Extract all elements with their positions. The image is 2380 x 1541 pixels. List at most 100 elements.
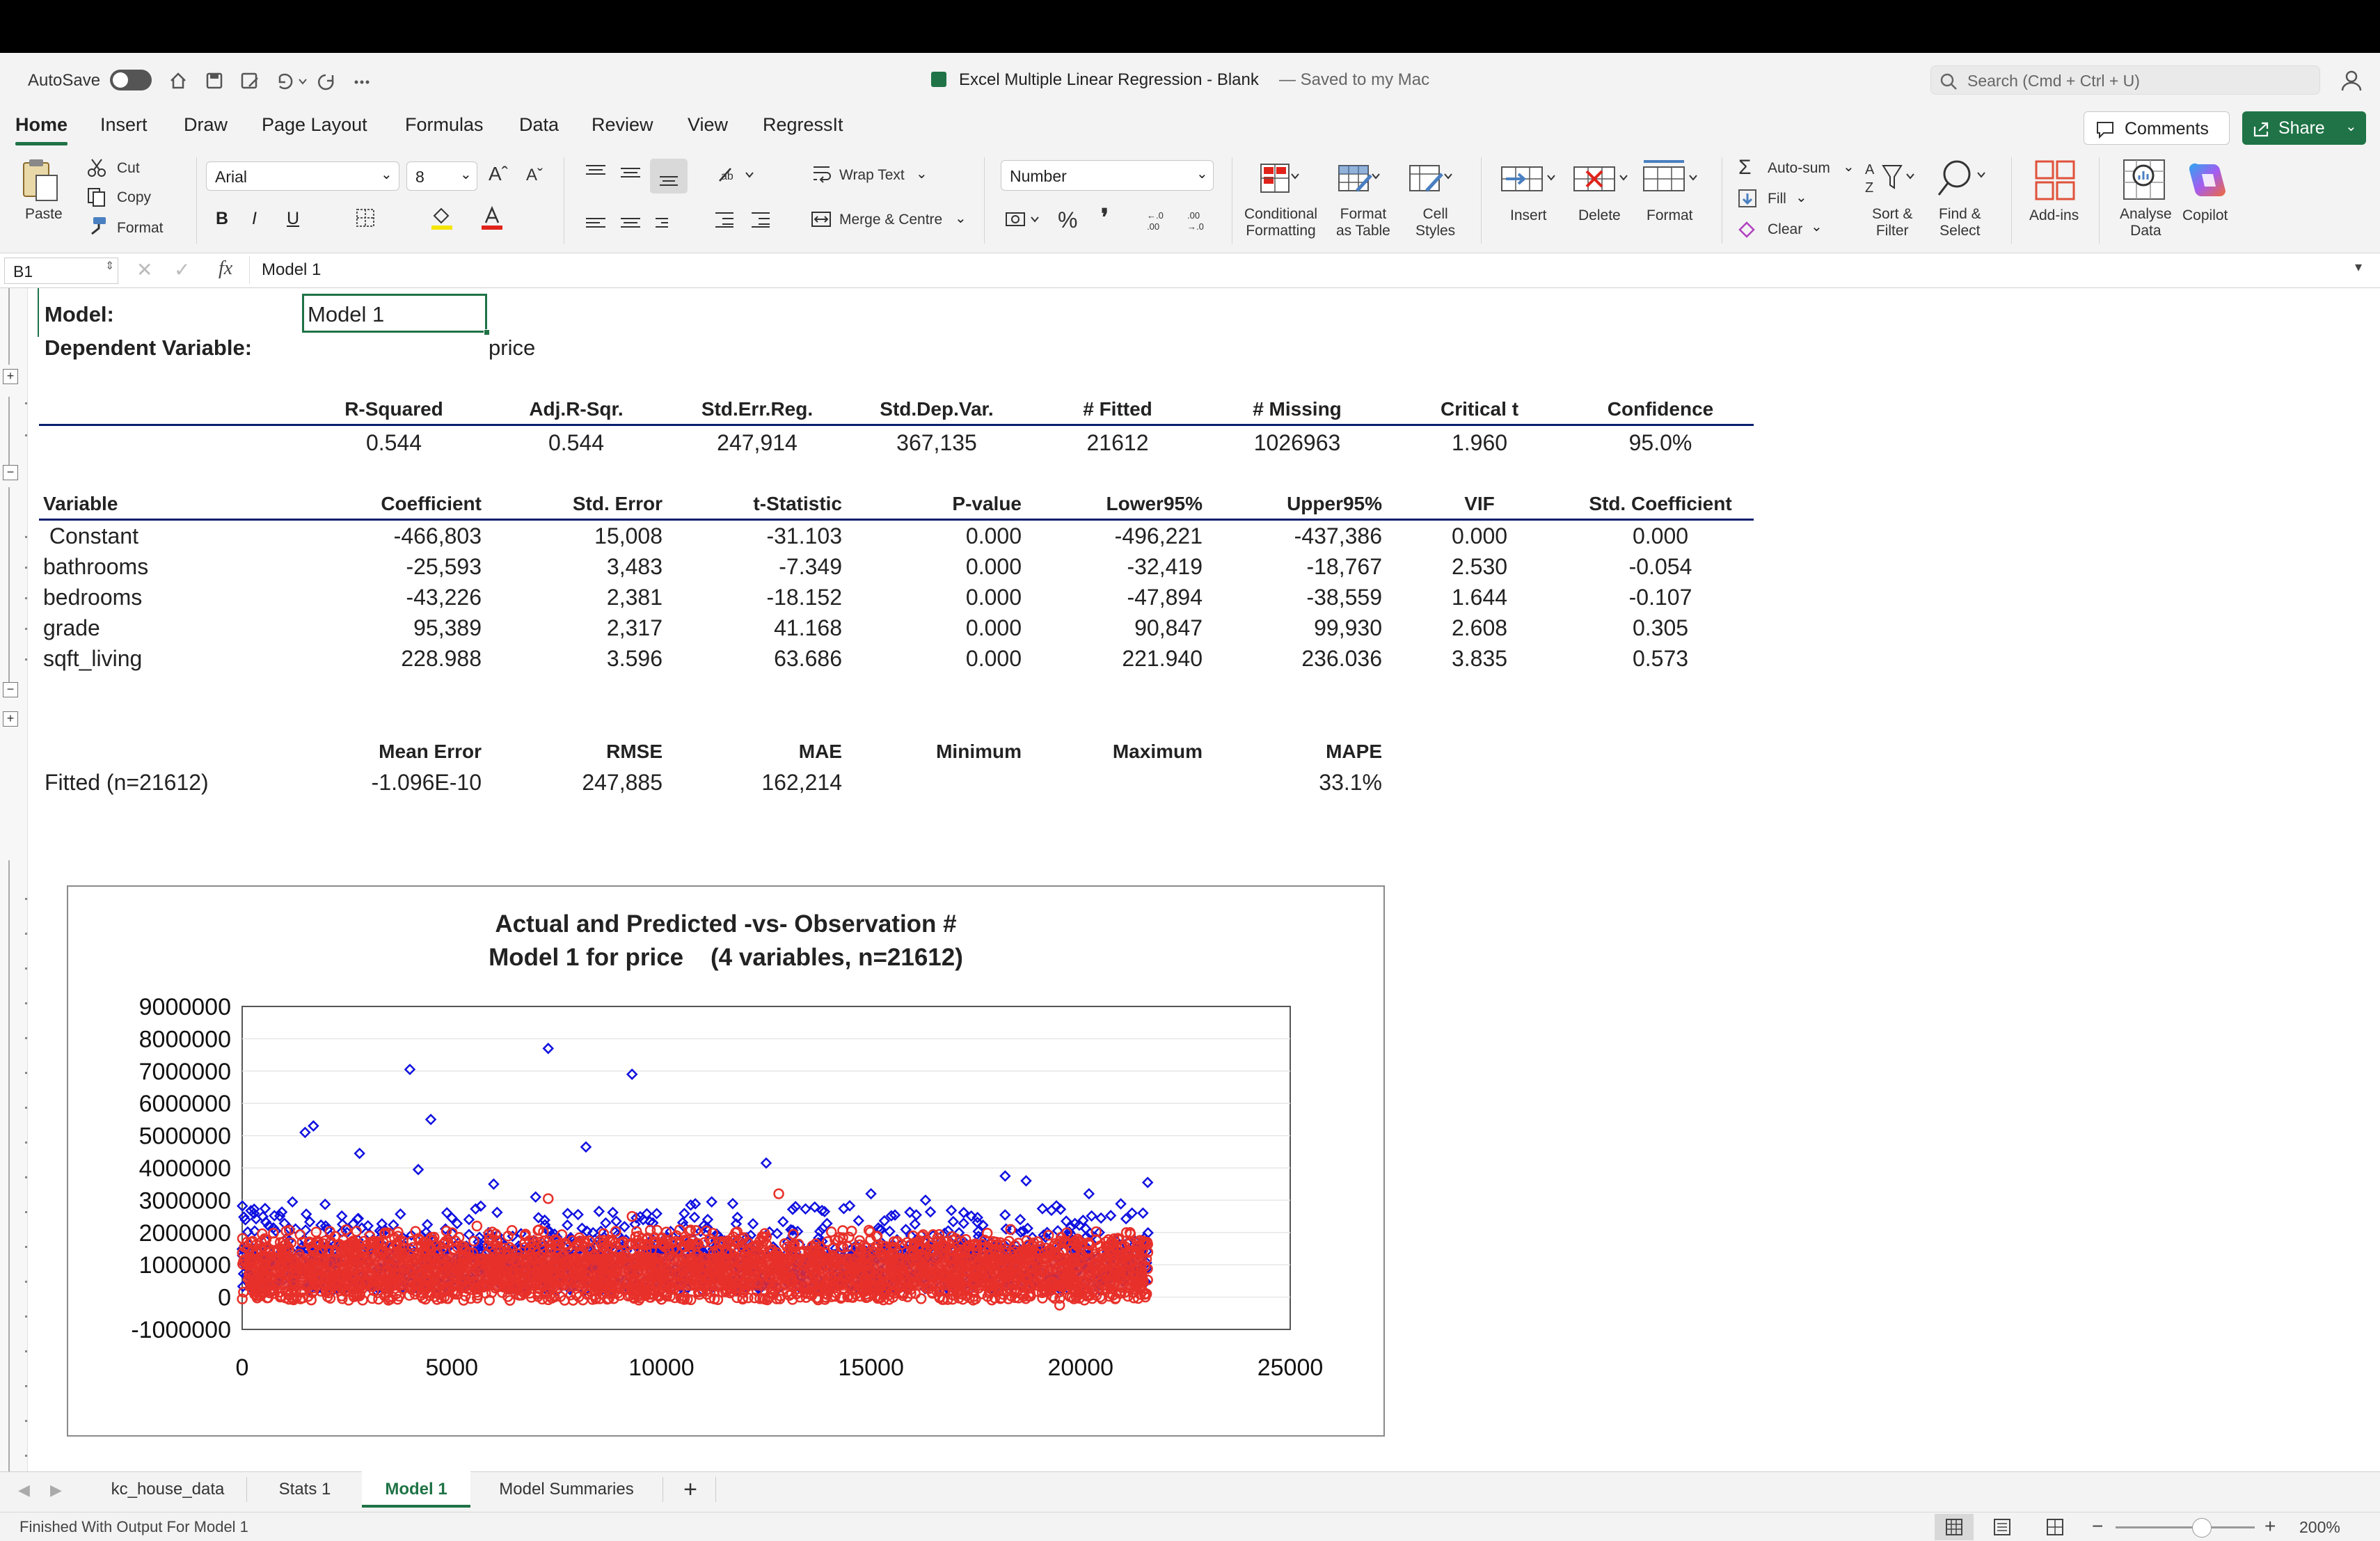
coef-value[interactable]: -466,803	[393, 523, 482, 548]
coef-value[interactable]: -32,419	[1127, 554, 1203, 579]
coef-value[interactable]: 0.000	[965, 523, 1022, 548]
font-color-icon[interactable]	[480, 206, 504, 231]
coef-header[interactable]: Variable	[43, 493, 118, 514]
tab-scroll-left-icon[interactable]: ◀	[18, 1481, 30, 1499]
sheet-tab-kc-house-data[interactable]: kc_house_data	[111, 1480, 225, 1499]
coef-value[interactable]: 2,317	[606, 615, 663, 640]
coef-value[interactable]: 99,930	[1314, 615, 1382, 640]
coef-header[interactable]: t-Statistic	[753, 493, 842, 514]
page-layout-view-icon[interactable]	[1992, 1518, 2013, 1536]
error-value[interactable]: 33.1%	[1319, 770, 1382, 795]
coef-value[interactable]: 0.305	[1632, 615, 1689, 640]
tab-view[interactable]: View	[688, 114, 729, 135]
tab-formulas[interactable]: Formulas	[405, 114, 484, 135]
coef-value[interactable]: 2,381	[606, 585, 663, 610]
fill-button[interactable]: Fill	[1768, 191, 1786, 207]
summary-value[interactable]: 0.544	[365, 430, 422, 455]
format-painter-button[interactable]: Format	[117, 220, 164, 236]
coef-value[interactable]: -18.152	[766, 585, 842, 610]
zoom-level[interactable]: 200%	[2299, 1518, 2340, 1536]
comments-button[interactable]: Comments	[2084, 111, 2230, 145]
outline-expand-button[interactable]: +	[3, 711, 18, 727]
coef-header[interactable]: P-value	[952, 493, 1022, 514]
account-icon[interactable]	[2340, 68, 2363, 92]
addins-label[interactable]: Add-ins	[2029, 207, 2079, 223]
coef-value[interactable]: -0.107	[1628, 585, 1692, 610]
tab-regressit[interactable]: RegressIt	[763, 114, 843, 135]
coef-header[interactable]: Std. Coefficient	[1589, 493, 1732, 514]
formula-content[interactable]: Model 1	[262, 260, 322, 279]
font-name-select[interactable]: Arial ⌄	[206, 161, 399, 191]
coef-value[interactable]: -496,221	[1114, 523, 1203, 548]
coef-value[interactable]: 0.000	[965, 585, 1022, 610]
coef-header[interactable]: Lower95%	[1106, 493, 1203, 514]
coef-header[interactable]: Coefficient	[381, 493, 482, 514]
coef-value[interactable]: -437,386	[1294, 523, 1382, 548]
coef-value[interactable]: -38,559	[1306, 585, 1382, 610]
dependent-variable-value[interactable]: price	[489, 335, 536, 360]
coef-value[interactable]: 1.644	[1451, 585, 1508, 610]
analyse-data-label[interactable]: Analyse Data	[2120, 206, 2172, 239]
coef-variable[interactable]: grade	[43, 615, 100, 640]
delete-cells-icon[interactable]	[1571, 161, 1634, 200]
autosum-button[interactable]: Auto-sum	[1768, 160, 1830, 176]
coef-value[interactable]: 221.940	[1122, 646, 1203, 671]
comma-style-icon[interactable]: ❜	[1101, 205, 1109, 231]
tab-review[interactable]: Review	[592, 114, 653, 135]
add-sheet-button[interactable]: +	[683, 1476, 697, 1503]
copilot-icon[interactable]	[2185, 160, 2230, 200]
coef-value[interactable]: -0.054	[1628, 554, 1692, 579]
coef-value[interactable]: 0.000	[1451, 523, 1508, 548]
tab-data[interactable]: Data	[519, 114, 560, 135]
outline-expand-button[interactable]: +	[3, 369, 18, 384]
error-value[interactable]: 247,885	[582, 770, 663, 795]
summary-header[interactable]: Adj.R-Sqr.	[529, 398, 624, 420]
coef-value[interactable]: -43,226	[406, 585, 482, 610]
merge-centre-button[interactable]: Merge & Centre	[839, 212, 943, 228]
copy-button[interactable]: Copy	[117, 189, 152, 205]
normal-view-button[interactable]	[1935, 1514, 1974, 1540]
page-break-view-icon[interactable]	[2045, 1518, 2065, 1536]
sort-filter-label[interactable]: Sort & Filter	[1872, 206, 1913, 239]
insert-cells-label[interactable]: Insert	[1510, 207, 1547, 223]
summary-header[interactable]: Confidence	[1607, 398, 1714, 420]
outline-collapse-button[interactable]: −	[3, 465, 18, 480]
coef-value[interactable]: -25,593	[406, 554, 482, 579]
font-size-select[interactable]: 8 ⌄	[406, 161, 477, 191]
decimal-icons[interactable]: ←.0.00.00→.0	[1145, 207, 1222, 231]
cancel-entry-icon[interactable]: ✕	[136, 259, 153, 280]
borders-icon[interactable]	[355, 207, 376, 228]
sort-filter-icon[interactable]: AZ	[1864, 159, 1919, 200]
zoom-slider-thumb[interactable]	[2192, 1518, 2212, 1538]
name-box-stepper-icon[interactable]: ⇕	[105, 260, 115, 272]
summary-value[interactable]: 247,914	[717, 430, 798, 455]
number-format-select[interactable]: Number ⌄	[1001, 160, 1214, 191]
coef-value[interactable]: -18,767	[1306, 554, 1382, 579]
tab-draw[interactable]: Draw	[184, 114, 228, 135]
find-select-icon[interactable]	[1933, 157, 1989, 202]
autosave-toggle[interactable]	[110, 70, 152, 90]
conditional-formatting-icon[interactable]	[1258, 160, 1300, 202]
summary-value[interactable]: 21612	[1086, 430, 1149, 455]
model-value[interactable]: Model 1	[308, 302, 385, 326]
cell-styles-icon[interactable]	[1407, 160, 1453, 202]
italic-button[interactable]: I	[252, 209, 257, 228]
find-select-label[interactable]: Find & Select	[1939, 206, 1981, 239]
coef-value[interactable]: 0.000	[965, 615, 1022, 640]
tab-home[interactable]: Home	[15, 114, 68, 145]
search-box[interactable]: Search (Cmd + Ctrl + U)	[1930, 65, 2320, 95]
copilot-label[interactable]: Copilot	[2182, 207, 2228, 223]
format-as-table-label[interactable]: Format as Table	[1336, 206, 1390, 239]
zoom-slider[interactable]	[2116, 1526, 2255, 1528]
outline-collapse-button[interactable]: −	[3, 682, 18, 697]
clear-button[interactable]: Clear	[1768, 221, 1803, 237]
insert-cells-icon[interactable]	[1499, 161, 1562, 200]
coef-header[interactable]: Std. Error	[572, 493, 663, 514]
coef-value[interactable]: 228.988	[401, 646, 482, 671]
coef-value[interactable]: 0.000	[965, 646, 1022, 671]
tab-page-layout[interactable]: Page Layout	[262, 114, 367, 135]
tab-scroll-right-icon[interactable]: ▶	[50, 1481, 62, 1499]
error-row-label[interactable]: Fitted (n=21612)	[45, 770, 209, 795]
coef-variable[interactable]: Constant	[43, 523, 138, 548]
paste-label[interactable]: Paste	[25, 206, 63, 222]
